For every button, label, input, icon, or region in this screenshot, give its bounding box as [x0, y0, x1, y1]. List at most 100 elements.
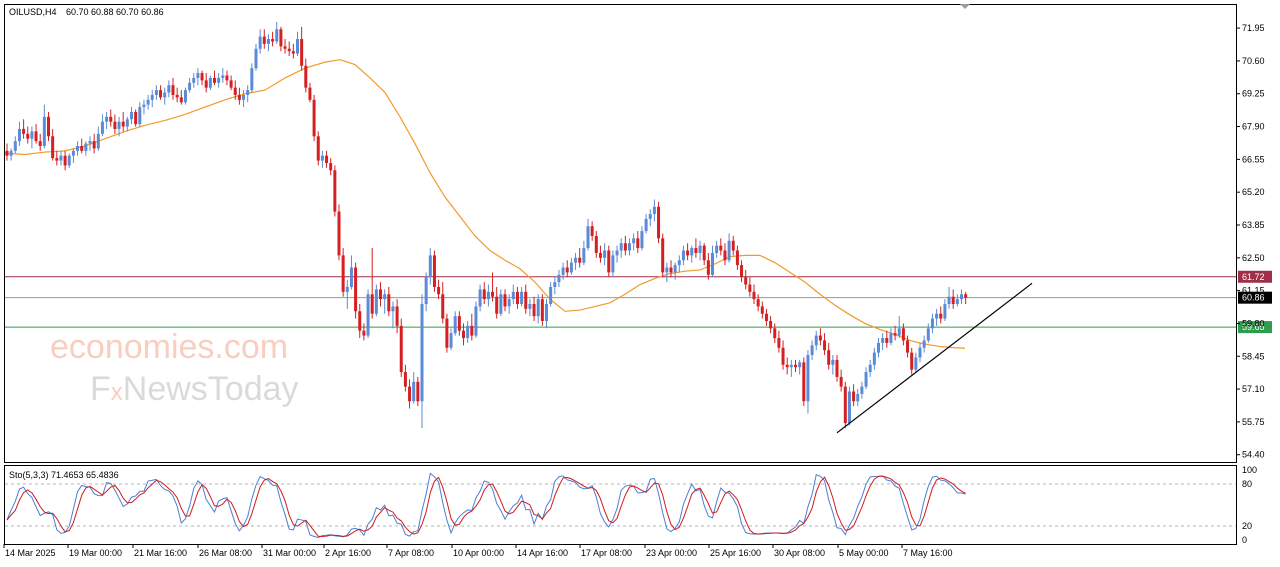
candle-bullish: [130, 107, 133, 125]
candle-bullish: [258, 29, 262, 54]
candle-bullish: [507, 294, 511, 314]
candle-body: [806, 355, 810, 402]
candle-body: [843, 386, 847, 424]
moving-average: [4, 59, 966, 349]
candle-bearish: [661, 233, 665, 278]
candle-bullish: [619, 238, 623, 258]
candle-body: [262, 36, 266, 44]
candle-bearish: [51, 128, 55, 161]
candle-body: [482, 289, 486, 300]
candle-bullish: [266, 34, 270, 52]
candle-body: [727, 240, 731, 261]
candle-bearish: [304, 58, 308, 93]
candle-body: [379, 289, 382, 300]
candle-bearish: [636, 231, 640, 253]
candle-bearish: [200, 70, 204, 86]
candle-body: [354, 267, 358, 312]
candle-bearish: [756, 294, 760, 312]
candle-bullish: [930, 313, 934, 334]
candle-bearish: [387, 286, 391, 317]
candle-bearish: [515, 286, 519, 309]
price-tick-label: 58.45: [1242, 351, 1265, 361]
candle-bearish: [818, 328, 822, 346]
candle-body: [578, 257, 582, 263]
candle-body: [877, 342, 880, 353]
candle-bullish: [914, 352, 918, 373]
candle-bearish: [706, 252, 710, 280]
candle-body: [125, 119, 129, 127]
candle-bearish: [121, 111, 125, 132]
chart-shift-marker[interactable]: [960, 4, 970, 9]
candle-bullish: [188, 77, 192, 93]
candle-bullish: [628, 238, 631, 256]
candle-bearish: [839, 369, 843, 392]
candle-bullish: [374, 284, 378, 317]
candle-body: [640, 231, 644, 249]
level-label: 59.65: [1242, 322, 1265, 332]
candle-body: [607, 250, 611, 273]
candle-body: [528, 303, 532, 309]
candle-bullish: [71, 148, 75, 164]
candle-bullish: [677, 255, 681, 273]
candle-bullish: [864, 367, 868, 390]
candle-body: [690, 248, 694, 256]
candle-body: [495, 296, 499, 314]
candle-body: [930, 318, 934, 329]
time-tick-label: 2 Apr 16:00: [325, 548, 371, 558]
candle-bullish: [146, 94, 150, 110]
time-tick-label: 14 Mar 2025: [5, 548, 56, 558]
candle-body: [76, 145, 80, 151]
candle-bearish: [777, 330, 781, 353]
price-axis: 71.95 70.60 69.25 67.90 66.55 65.20 63.85 62.50…: [1236, 23, 1265, 460]
candle-bullish: [856, 389, 860, 407]
candle-bearish: [951, 289, 955, 309]
candle-bullish: [30, 126, 34, 149]
candle-body: [349, 267, 353, 287]
candle-bearish: [540, 294, 544, 326]
candle-body: [13, 141, 17, 151]
trendline-line[interactable]: [836, 282, 1033, 434]
price-tick-label: 71.95: [1242, 23, 1265, 33]
candle-body: [603, 250, 607, 258]
candle-body: [374, 289, 378, 314]
candle-body: [412, 381, 416, 402]
candle-bearish: [852, 384, 856, 407]
trendline[interactable]: [836, 282, 1033, 434]
candle-body: [777, 338, 781, 348]
time-tick-label: 31 Mar 00:00: [263, 548, 316, 558]
candle-body: [296, 39, 299, 54]
candle-body: [922, 340, 926, 348]
candle-bearish: [906, 335, 910, 358]
candle-bearish: [462, 323, 465, 346]
candle-body: [752, 291, 756, 300]
candle-body: [204, 80, 208, 88]
candle-bullish: [528, 299, 532, 317]
candle-bullish: [806, 350, 810, 414]
candle-body: [362, 330, 366, 336]
candle-body: [478, 289, 482, 307]
candle-body: [258, 36, 262, 49]
candle-body: [520, 291, 524, 304]
candle-bullish: [42, 104, 46, 149]
candle-body: [287, 48, 291, 52]
candle-bearish: [179, 90, 183, 105]
horizontal-levels: 61.72 60.86 59.65: [5, 270, 1272, 334]
candle-body: [644, 218, 648, 232]
candle-bearish: [279, 26, 283, 52]
candle-bearish: [885, 330, 889, 348]
candle-body: [9, 150, 13, 156]
candle-body: [71, 150, 75, 156]
candle-bullish: [520, 286, 524, 307]
candle-body: [532, 303, 536, 317]
candle-body: [453, 316, 457, 334]
candle-bearish: [843, 381, 847, 428]
candle-body: [470, 325, 474, 336]
candles: [5, 22, 968, 428]
candle-bullish: [428, 248, 432, 285]
candle-bullish: [798, 359, 802, 375]
candle-body: [872, 352, 876, 365]
candle-body: [943, 303, 947, 319]
candle-body: [628, 243, 631, 251]
candle-bearish: [893, 325, 897, 341]
